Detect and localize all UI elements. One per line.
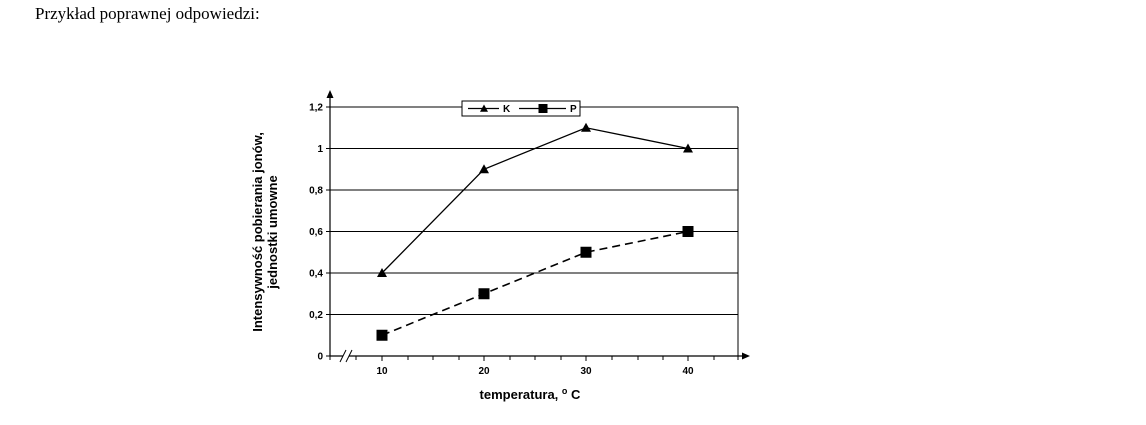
data-point-p [682,226,694,237]
legend-label-k: K [503,104,511,115]
y-tick-label: 0,2 [309,310,323,321]
grid-lines [330,106,739,356]
y-axis-title: Intensywność pobierania jonów, jednostki… [250,132,280,332]
data-point-p [376,329,388,341]
series-line-p [381,230,689,336]
x-axis-unit-sup: o [562,386,568,396]
y-axis-title-line2: jednostki umowne [265,175,280,289]
y-tick-labels: 0 0,2 0,4 0,6 0,8 1 1,2 [309,103,323,363]
legend-marker-k [480,104,488,112]
x-tick-label: 20 [478,366,490,377]
x-tick-label: 40 [682,366,694,377]
x-axis-arrow [742,352,750,360]
axis-break-mark [345,349,353,363]
legend-label-p: P [570,104,577,115]
data-point-k [479,164,489,174]
x-tick-labels: 10 20 30 40 [376,366,694,377]
data-point-k [581,122,591,132]
axis-break-mark [339,349,347,363]
data-point-k [377,268,387,277]
y-tick-label: 1,2 [309,103,323,114]
y-tick-label: 0,4 [309,269,323,280]
x-axis-title: temperatura, o C [480,382,582,402]
series-line-k [381,127,689,274]
axes [326,90,750,363]
series-group [376,122,694,341]
data-point-p [580,246,592,258]
data-point-k [683,143,693,153]
axis-break-gap [343,350,349,362]
y-tick-label: 1 [317,144,323,155]
y-tick-label: 0,6 [309,227,323,238]
y-tick-label: 0,8 [309,186,323,197]
y-tick-label: 0 [317,352,323,363]
x-axis-label: temperatura, [480,387,559,402]
x-tick-label: 10 [376,366,388,377]
y-axis-title-line1: Intensywność pobierania jonów, [250,132,265,332]
intro-text: Przykład poprawnej odpowiedzi: [35,4,260,23]
x-tick-label: 30 [580,366,592,377]
data-point-p [478,288,490,300]
x-axis-unit: C [571,387,581,402]
y-axis-arrow [326,90,334,98]
legend-marker-p [538,104,548,113]
